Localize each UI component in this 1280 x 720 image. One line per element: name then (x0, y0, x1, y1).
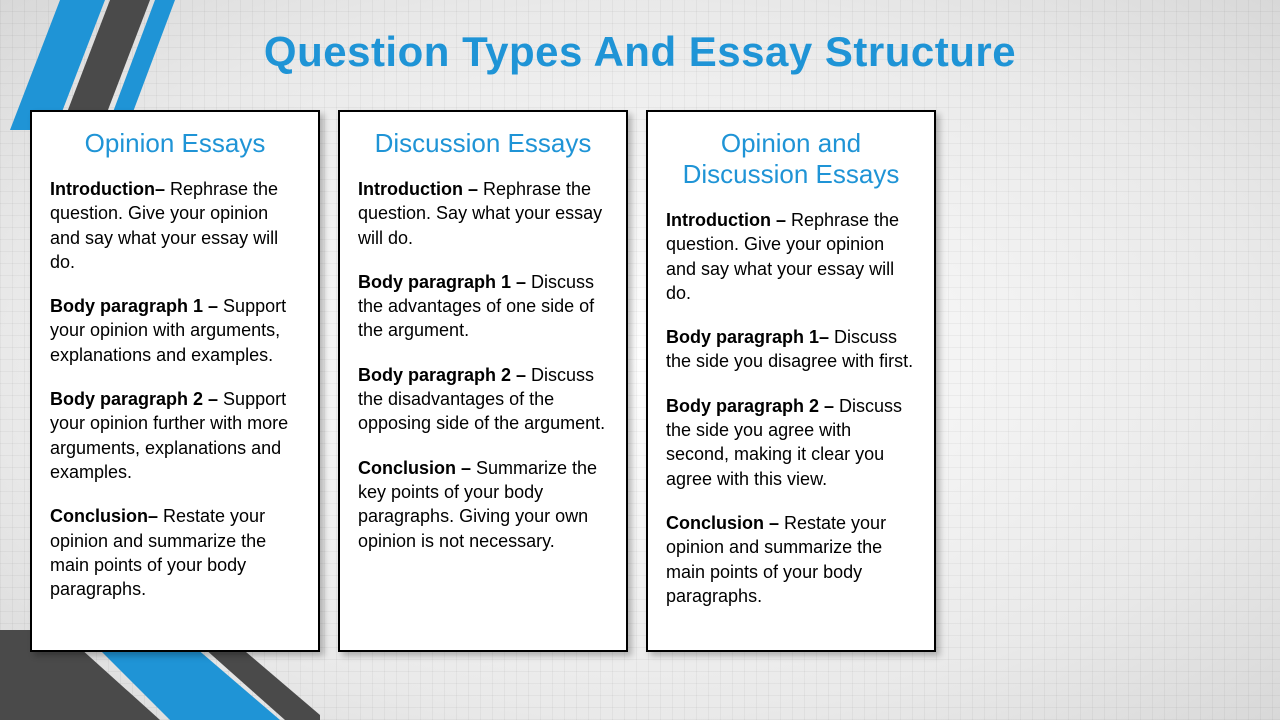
section-label: Body paragraph 1 – (358, 272, 526, 292)
page-title: Question Types And Essay Structure (0, 28, 1280, 76)
section-label: Body paragraph 2 – (666, 396, 834, 416)
card-heading: Opinion Essays (50, 128, 300, 159)
section-label: Conclusion – (358, 458, 471, 478)
card-heading: Opinion and Discussion Essays (666, 128, 916, 190)
section: Introduction– Rephrase the question. Giv… (50, 177, 300, 274)
section-label: Introduction – (666, 210, 786, 230)
section-label: Body paragraph 2 – (50, 389, 218, 409)
card-opinion-and-discussion-essays: Opinion and Discussion Essays Introducti… (646, 110, 936, 652)
section: Body paragraph 1 – Discuss the advantage… (358, 270, 608, 343)
section-label: Conclusion– (50, 506, 158, 526)
section-label: Introduction – (358, 179, 478, 199)
section: Introduction – Rephrase the question. Sa… (358, 177, 608, 250)
card-discussion-essays: Discussion Essays Introduction – Rephras… (338, 110, 628, 652)
section: Introduction – Rephrase the question. Gi… (666, 208, 916, 305)
section-label: Body paragraph 2 – (358, 365, 526, 385)
section: Body paragraph 2 – Support your opinion … (50, 387, 300, 484)
section: Body paragraph 2 – Discuss the side you … (666, 394, 916, 491)
section-label: Body paragraph 1– (666, 327, 829, 347)
section-label: Body paragraph 1 – (50, 296, 218, 316)
section-label: Conclusion – (666, 513, 779, 533)
section: Conclusion– Restate your opinion and sum… (50, 504, 300, 601)
section-label: Introduction– (50, 179, 165, 199)
section: Conclusion – Restate your opinion and su… (666, 511, 916, 608)
cards-row: Opinion Essays Introduction– Rephrase th… (30, 110, 936, 652)
section: Body paragraph 2 – Discuss the disadvant… (358, 363, 608, 436)
section: Conclusion – Summarize the key points of… (358, 456, 608, 553)
card-opinion-essays: Opinion Essays Introduction– Rephrase th… (30, 110, 320, 652)
section: Body paragraph 1 – Support your opinion … (50, 294, 300, 367)
card-heading: Discussion Essays (358, 128, 608, 159)
section: Body paragraph 1– Discuss the side you d… (666, 325, 916, 374)
